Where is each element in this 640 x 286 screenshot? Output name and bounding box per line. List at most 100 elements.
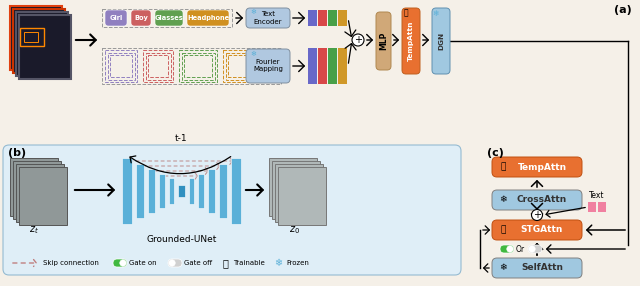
Text: Gate on: Gate on — [129, 260, 157, 266]
FancyBboxPatch shape — [246, 8, 290, 28]
Text: (b): (b) — [8, 148, 26, 158]
Circle shape — [507, 246, 513, 252]
Bar — [228, 55, 270, 77]
Text: ❄: ❄ — [499, 263, 507, 273]
Bar — [269, 158, 317, 216]
Bar — [198, 174, 204, 208]
FancyBboxPatch shape — [105, 10, 127, 26]
FancyBboxPatch shape — [155, 10, 183, 26]
Text: +: + — [354, 35, 362, 45]
Text: ❄: ❄ — [250, 9, 256, 15]
Bar — [10, 6, 62, 70]
Bar — [143, 50, 173, 82]
Text: SelfAttn: SelfAttn — [521, 263, 563, 273]
Text: Frozen: Frozen — [286, 260, 309, 266]
Bar — [275, 164, 323, 222]
Bar — [19, 167, 67, 225]
FancyBboxPatch shape — [187, 10, 229, 26]
FancyBboxPatch shape — [500, 245, 514, 253]
Bar — [102, 9, 232, 27]
Text: Boy: Boy — [134, 15, 148, 21]
FancyBboxPatch shape — [492, 258, 582, 278]
FancyBboxPatch shape — [432, 8, 450, 74]
Text: 🔥: 🔥 — [222, 258, 228, 268]
Text: t-1: t-1 — [175, 134, 188, 143]
Text: 🔥: 🔥 — [500, 225, 506, 235]
FancyBboxPatch shape — [3, 145, 461, 275]
Bar — [20, 28, 44, 46]
Bar — [328, 10, 337, 26]
Bar — [136, 164, 144, 218]
Text: Skip connection: Skip connection — [43, 260, 99, 266]
Bar — [24, 32, 38, 42]
Bar — [169, 178, 174, 204]
Bar — [308, 10, 317, 26]
Text: 🔥: 🔥 — [404, 9, 408, 17]
Bar — [308, 48, 317, 84]
Bar — [16, 164, 64, 222]
FancyBboxPatch shape — [113, 259, 127, 267]
FancyBboxPatch shape — [168, 259, 182, 267]
Bar — [182, 53, 214, 80]
Bar — [102, 48, 281, 84]
Text: Glasses: Glasses — [155, 15, 184, 21]
Text: CrossAttn: CrossAttn — [517, 196, 567, 204]
Bar — [148, 55, 168, 77]
Bar — [278, 167, 326, 225]
Text: 🔥: 🔥 — [500, 162, 506, 172]
Bar — [179, 50, 217, 82]
Text: ❄: ❄ — [274, 258, 282, 268]
FancyBboxPatch shape — [528, 245, 542, 253]
Text: Gate off: Gate off — [184, 260, 212, 266]
Bar — [189, 178, 194, 204]
Text: Girl: Girl — [109, 15, 123, 21]
Bar — [105, 50, 137, 82]
Text: +: + — [533, 210, 541, 220]
Text: (a): (a) — [614, 5, 632, 15]
Text: (c): (c) — [487, 148, 504, 158]
Text: Text
Encoder: Text Encoder — [253, 11, 282, 25]
Circle shape — [352, 34, 364, 46]
Circle shape — [169, 260, 175, 266]
Text: Or: Or — [516, 245, 525, 253]
Circle shape — [531, 210, 543, 221]
Text: Fourier
Mapping: Fourier Mapping — [253, 59, 283, 72]
Text: STGAttn: STGAttn — [521, 225, 563, 235]
Bar — [110, 55, 132, 77]
Text: TempAttn: TempAttn — [408, 21, 414, 61]
Bar — [13, 161, 61, 219]
Circle shape — [529, 246, 535, 252]
Text: ❄: ❄ — [250, 51, 256, 57]
FancyBboxPatch shape — [402, 8, 420, 74]
Bar — [318, 48, 327, 84]
Bar — [13, 9, 65, 73]
Bar — [148, 169, 155, 213]
Text: ❄: ❄ — [499, 196, 507, 204]
Bar — [19, 15, 71, 79]
Bar — [10, 158, 58, 216]
FancyBboxPatch shape — [492, 157, 582, 177]
Bar — [108, 53, 134, 80]
Text: $z_t$: $z_t$ — [29, 224, 39, 236]
Bar — [338, 10, 347, 26]
Bar — [318, 10, 327, 26]
FancyBboxPatch shape — [131, 10, 151, 26]
Text: Grounded-UNet: Grounded-UNet — [147, 235, 217, 244]
Bar — [338, 48, 347, 84]
Bar — [272, 161, 320, 219]
Text: ❄: ❄ — [433, 9, 439, 17]
Bar — [598, 202, 606, 212]
FancyBboxPatch shape — [492, 220, 582, 240]
Bar — [219, 164, 227, 218]
Bar — [145, 53, 170, 80]
Text: TempAttn: TempAttn — [517, 162, 566, 172]
Bar — [223, 50, 275, 82]
Bar — [208, 169, 215, 213]
Bar — [231, 158, 241, 224]
Text: Text: Text — [589, 191, 605, 200]
Text: MLP: MLP — [379, 32, 388, 50]
Circle shape — [120, 260, 126, 266]
FancyBboxPatch shape — [246, 49, 290, 83]
Bar — [225, 53, 273, 80]
FancyBboxPatch shape — [376, 12, 391, 70]
